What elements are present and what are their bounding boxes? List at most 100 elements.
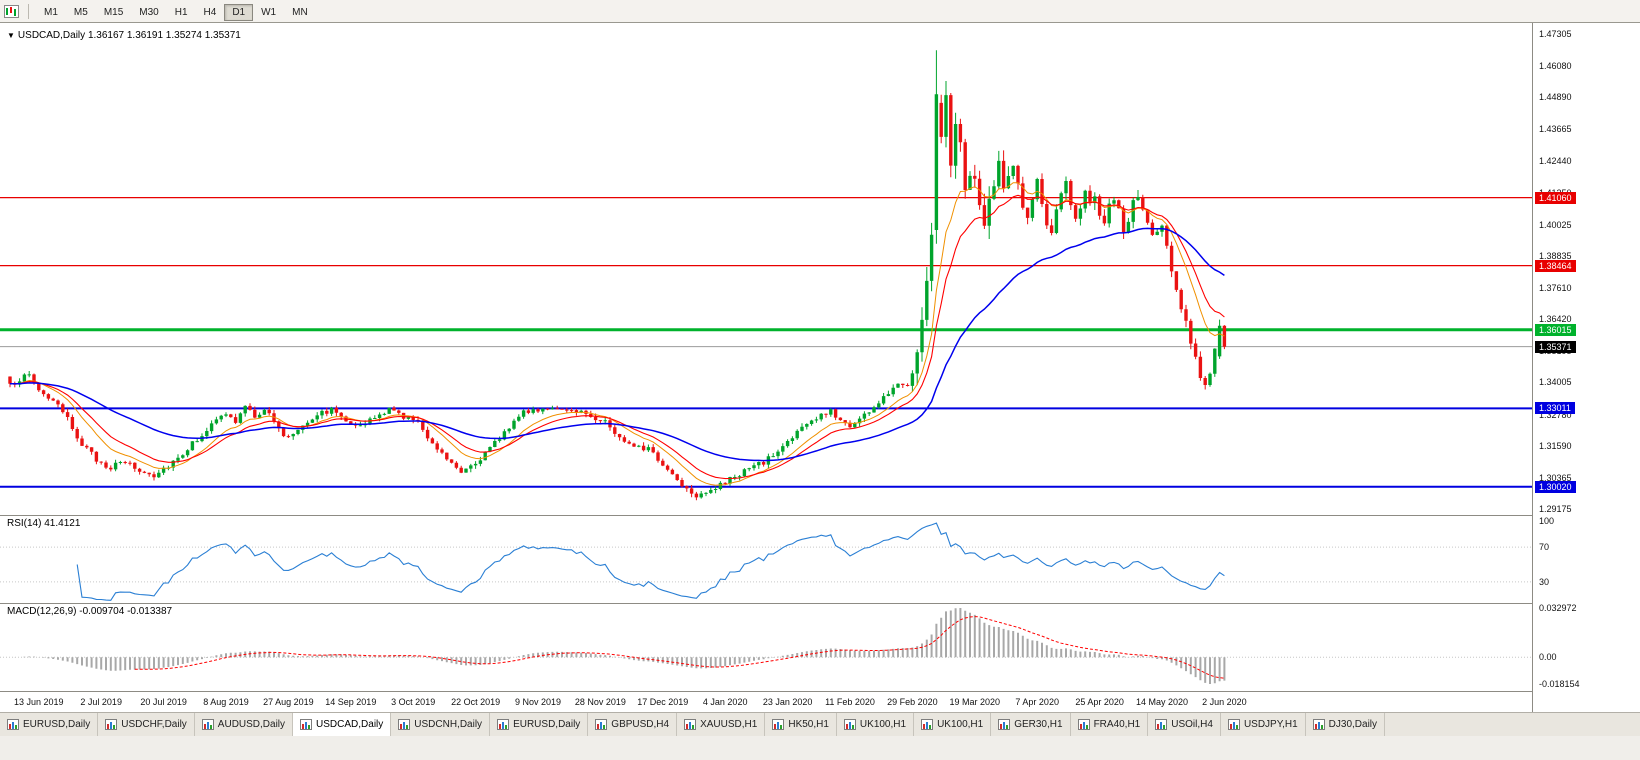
chart-tab-fra40-h1[interactable]: FRA40,H1 bbox=[1070, 713, 1149, 736]
price-tick-label: 1.32780 bbox=[1539, 409, 1572, 420]
price-tick-label: 1.44890 bbox=[1539, 92, 1572, 103]
moving-average-line-45 bbox=[10, 227, 1225, 462]
panel-separator[interactable] bbox=[0, 603, 1640, 604]
price-tick-label: 1.30365 bbox=[1539, 472, 1572, 483]
current-price-box: 1.35371 bbox=[1535, 340, 1576, 353]
chart-tab-eurusd-daily[interactable]: EURUSD,Daily bbox=[0, 713, 99, 736]
chart-tab-label: GER30,H1 bbox=[1014, 719, 1063, 730]
chart-tab-dj30-daily[interactable]: DJ30,Daily bbox=[1305, 713, 1386, 736]
toolbar-separator bbox=[28, 3, 29, 19]
chart-tab-usdcnh-daily[interactable]: USDCNH,Daily bbox=[391, 713, 491, 736]
chart-tab-label: EURUSD,Daily bbox=[513, 719, 581, 730]
macd-axis-label: -0.018154 bbox=[1539, 679, 1580, 689]
chart-tab-label: EURUSD,Daily bbox=[23, 719, 91, 730]
date-tick-label: 2 Jul 2019 bbox=[80, 697, 122, 707]
price-tick-label: 1.38835 bbox=[1539, 250, 1572, 261]
price-tick-label: 1.29175 bbox=[1539, 503, 1572, 514]
level-price-box: 1.38464 bbox=[1535, 259, 1576, 272]
mini-chart-icon bbox=[772, 719, 785, 730]
chart-tab-label: FRA40,H1 bbox=[1093, 719, 1141, 730]
date-tick-label: 27 Aug 2019 bbox=[263, 697, 314, 707]
chart-bottom-border bbox=[0, 691, 1640, 692]
chart-tab-bar: EURUSD,Daily USDCHF,Daily AUDUSD,Daily USDC… bbox=[0, 712, 1640, 736]
date-tick-label: 25 Apr 2020 bbox=[1075, 697, 1124, 707]
timeframe-button-m15[interactable]: M15 bbox=[96, 4, 131, 21]
date-tick-label: 3 Oct 2019 bbox=[391, 697, 436, 707]
chart-tab-uk100-h1[interactable]: UK100,H1 bbox=[914, 713, 992, 736]
new-chart-icon[interactable] bbox=[4, 4, 19, 18]
chart-tab-label: UK100,H1 bbox=[937, 719, 984, 730]
date-tick-label: 8 Aug 2019 bbox=[203, 697, 249, 707]
timeframe-button-h1[interactable]: H1 bbox=[167, 4, 196, 21]
chart-tab-label: XAUUSD,H1 bbox=[700, 719, 758, 730]
price-tick-label: 1.42440 bbox=[1539, 156, 1572, 167]
chart-tab-label: AUDUSD,Daily bbox=[217, 719, 286, 730]
macd-histogram bbox=[13, 608, 1226, 684]
chart-tab-label: USDCAD,Daily bbox=[316, 719, 384, 730]
panel-separator[interactable] bbox=[0, 515, 1640, 516]
rsi-line bbox=[76, 522, 1225, 601]
chart-tab-label: UK100,H1 bbox=[859, 719, 907, 730]
date-tick-label: 14 May 2020 bbox=[1135, 697, 1189, 707]
chart-tab-audusd-daily[interactable]: AUDUSD,Daily bbox=[194, 713, 294, 736]
chart-tab-label: USDCHF,Daily bbox=[121, 719, 187, 730]
chart-symbol-period: USDCAD,Daily bbox=[17, 30, 86, 41]
date-tick-label: 7 Apr 2020 bbox=[1015, 697, 1059, 707]
mini-chart-icon bbox=[843, 719, 856, 730]
chart-tab-uk100-h1[interactable]: UK100,H1 bbox=[836, 713, 915, 736]
date-tick-label: 29 Feb 2020 bbox=[887, 697, 938, 707]
down-candle-wicks bbox=[9, 93, 1225, 501]
level-price-box: 1.33011 bbox=[1535, 402, 1575, 415]
date-tick-label: 28 Nov 2019 bbox=[574, 697, 626, 707]
chart-tab-label: USOil,H4 bbox=[1171, 719, 1213, 730]
mini-chart-icon bbox=[201, 719, 214, 730]
mini-chart-icon bbox=[497, 719, 510, 730]
chart-tab-label: HK50,H1 bbox=[788, 719, 829, 730]
chart-tab-eurusd-daily[interactable]: EURUSD,Daily bbox=[490, 713, 589, 736]
price-axis[interactable]: 1.473051.460801.448901.436651.424401.412… bbox=[1532, 23, 1640, 712]
mini-chart-icon bbox=[105, 719, 118, 730]
chart-tab-usdcad-daily[interactable]: USDCAD,Daily bbox=[293, 713, 392, 736]
macd-signal-line bbox=[134, 616, 1225, 679]
chart-tab-ger30-h1[interactable]: GER30,H1 bbox=[991, 713, 1071, 736]
chart-tab-label: USDCNH,Daily bbox=[414, 719, 483, 730]
moving-average-line-16 bbox=[9, 194, 1225, 480]
macd-axis-label: 0.032972 bbox=[1539, 603, 1577, 613]
date-tick-label: 4 Jan 2020 bbox=[702, 697, 748, 707]
mini-chart-icon bbox=[300, 719, 313, 730]
chart-title: ▼ USDCAD,Daily 1.36167 1.36191 1.35274 1.… bbox=[7, 30, 241, 41]
timeframe-button-m5[interactable]: M5 bbox=[66, 4, 96, 21]
price-tick-label: 1.36420 bbox=[1539, 314, 1572, 325]
level-price-box: 1.30020 bbox=[1535, 480, 1576, 493]
mini-chart-icon bbox=[684, 719, 697, 730]
timeframe-button-d1[interactable]: D1 bbox=[224, 3, 254, 21]
chart-tab-xauusd-h1[interactable]: XAUUSD,H1 bbox=[677, 713, 766, 736]
rsi-axis-label: 70 bbox=[1539, 542, 1550, 553]
symbol-dropdown-icon[interactable]: ▼ bbox=[7, 31, 15, 40]
toolbar: M1 M5 M15 M30 H1 H4 D1 W1 MN bbox=[0, 0, 1640, 23]
timeframe-button-mn[interactable]: MN bbox=[284, 4, 316, 21]
date-axis[interactable]: 13 Jun 2019 2 Jul 2019 20 Jul 2019 8 Aug 20… bbox=[0, 692, 1532, 712]
timeframe-button-m30[interactable]: M30 bbox=[131, 4, 166, 21]
chart-tab-usdchf-daily[interactable]: USDCHF,Daily bbox=[98, 713, 195, 736]
down-candle-bodies bbox=[8, 95, 1227, 498]
chart-tab-usoil-h4[interactable]: USOil,H4 bbox=[1148, 713, 1221, 736]
date-tick-label: 13 Jun 2019 bbox=[14, 697, 64, 707]
chart-tab-gbpusd-h4[interactable]: GBPUSD,H4 bbox=[588, 713, 678, 736]
timeframe-toolbar: M1 M5 M15 M30 H1 H4 D1 W1 MN bbox=[36, 2, 316, 21]
timeframe-button-h4[interactable]: H4 bbox=[196, 4, 225, 21]
chart-tab-usdjpy-h1[interactable]: USDJPY,H1 bbox=[1220, 713, 1306, 736]
mini-chart-icon bbox=[595, 719, 608, 730]
timeframe-button-m1[interactable]: M1 bbox=[36, 4, 66, 21]
date-tick-label: 14 Sep 2019 bbox=[325, 697, 377, 707]
date-tick-label: 23 Jan 2020 bbox=[762, 697, 813, 707]
timeframe-button-w1[interactable]: W1 bbox=[253, 4, 284, 21]
chart-tab-hk50-h1[interactable]: HK50,H1 bbox=[765, 713, 837, 736]
rsi-axis-label: 30 bbox=[1539, 576, 1550, 587]
mini-chart-icon bbox=[1155, 719, 1168, 730]
mini-chart-icon bbox=[1312, 719, 1325, 730]
date-tick-label: 2 Jun 2020 bbox=[1202, 697, 1247, 707]
price-chart-canvas[interactable] bbox=[0, 23, 1532, 712]
level-price-box: 1.36015 bbox=[1535, 323, 1576, 336]
